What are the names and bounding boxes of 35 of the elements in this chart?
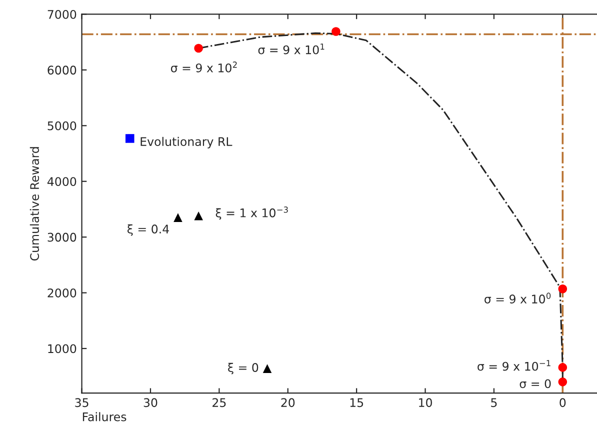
x-tick-label: 20 (281, 398, 295, 408)
point (174, 213, 182, 222)
annotation: Evolutionary RL (140, 136, 232, 148)
annotation: ξ = 1 x 10$^{−3}$ (216, 206, 288, 220)
point (194, 212, 203, 220)
annotation: σ = 9 x 10$^{1}$ (258, 44, 324, 54)
point (558, 284, 568, 294)
point (558, 378, 568, 386)
x-tick-label: 10 (419, 398, 432, 408)
annotation: σ = 9 x 10$^{−1}$ (478, 360, 550, 371)
point (125, 134, 134, 143)
y-tick-label: 2000 (48, 288, 76, 298)
y-tick-label: 4000 (47, 177, 76, 186)
point (332, 27, 340, 36)
x-tick-label: 25 (212, 398, 226, 408)
annotation: σ = 9 x 10$^{2}$ (170, 62, 237, 72)
y-tick-label: 7000 (48, 10, 76, 19)
point (262, 364, 272, 373)
y-tick-label: 6000 (48, 66, 76, 75)
y-tick-label: 3000 (48, 232, 76, 242)
x-tick-label: 5 (491, 398, 497, 408)
y-tick-label: 5000 (48, 121, 76, 130)
y-axis-title: Cumulative Reward (30, 147, 40, 261)
annotation: σ = 0 (520, 379, 551, 388)
y-tick-label: 1000 (48, 344, 76, 354)
x-axis-title: Failures (82, 412, 126, 422)
point (194, 44, 203, 53)
annotation: ξ = 0.4 (127, 224, 169, 236)
point (558, 363, 568, 372)
x-tick-label: 15 (350, 398, 364, 408)
x-tick-label: 0 (560, 398, 566, 408)
x-tick-label: 30 (144, 398, 158, 408)
x-tick-label: 35 (75, 398, 88, 408)
annotation: ξ = 0 (228, 362, 258, 374)
annotation: σ = 9 x 10$^{0}$ (484, 292, 551, 304)
